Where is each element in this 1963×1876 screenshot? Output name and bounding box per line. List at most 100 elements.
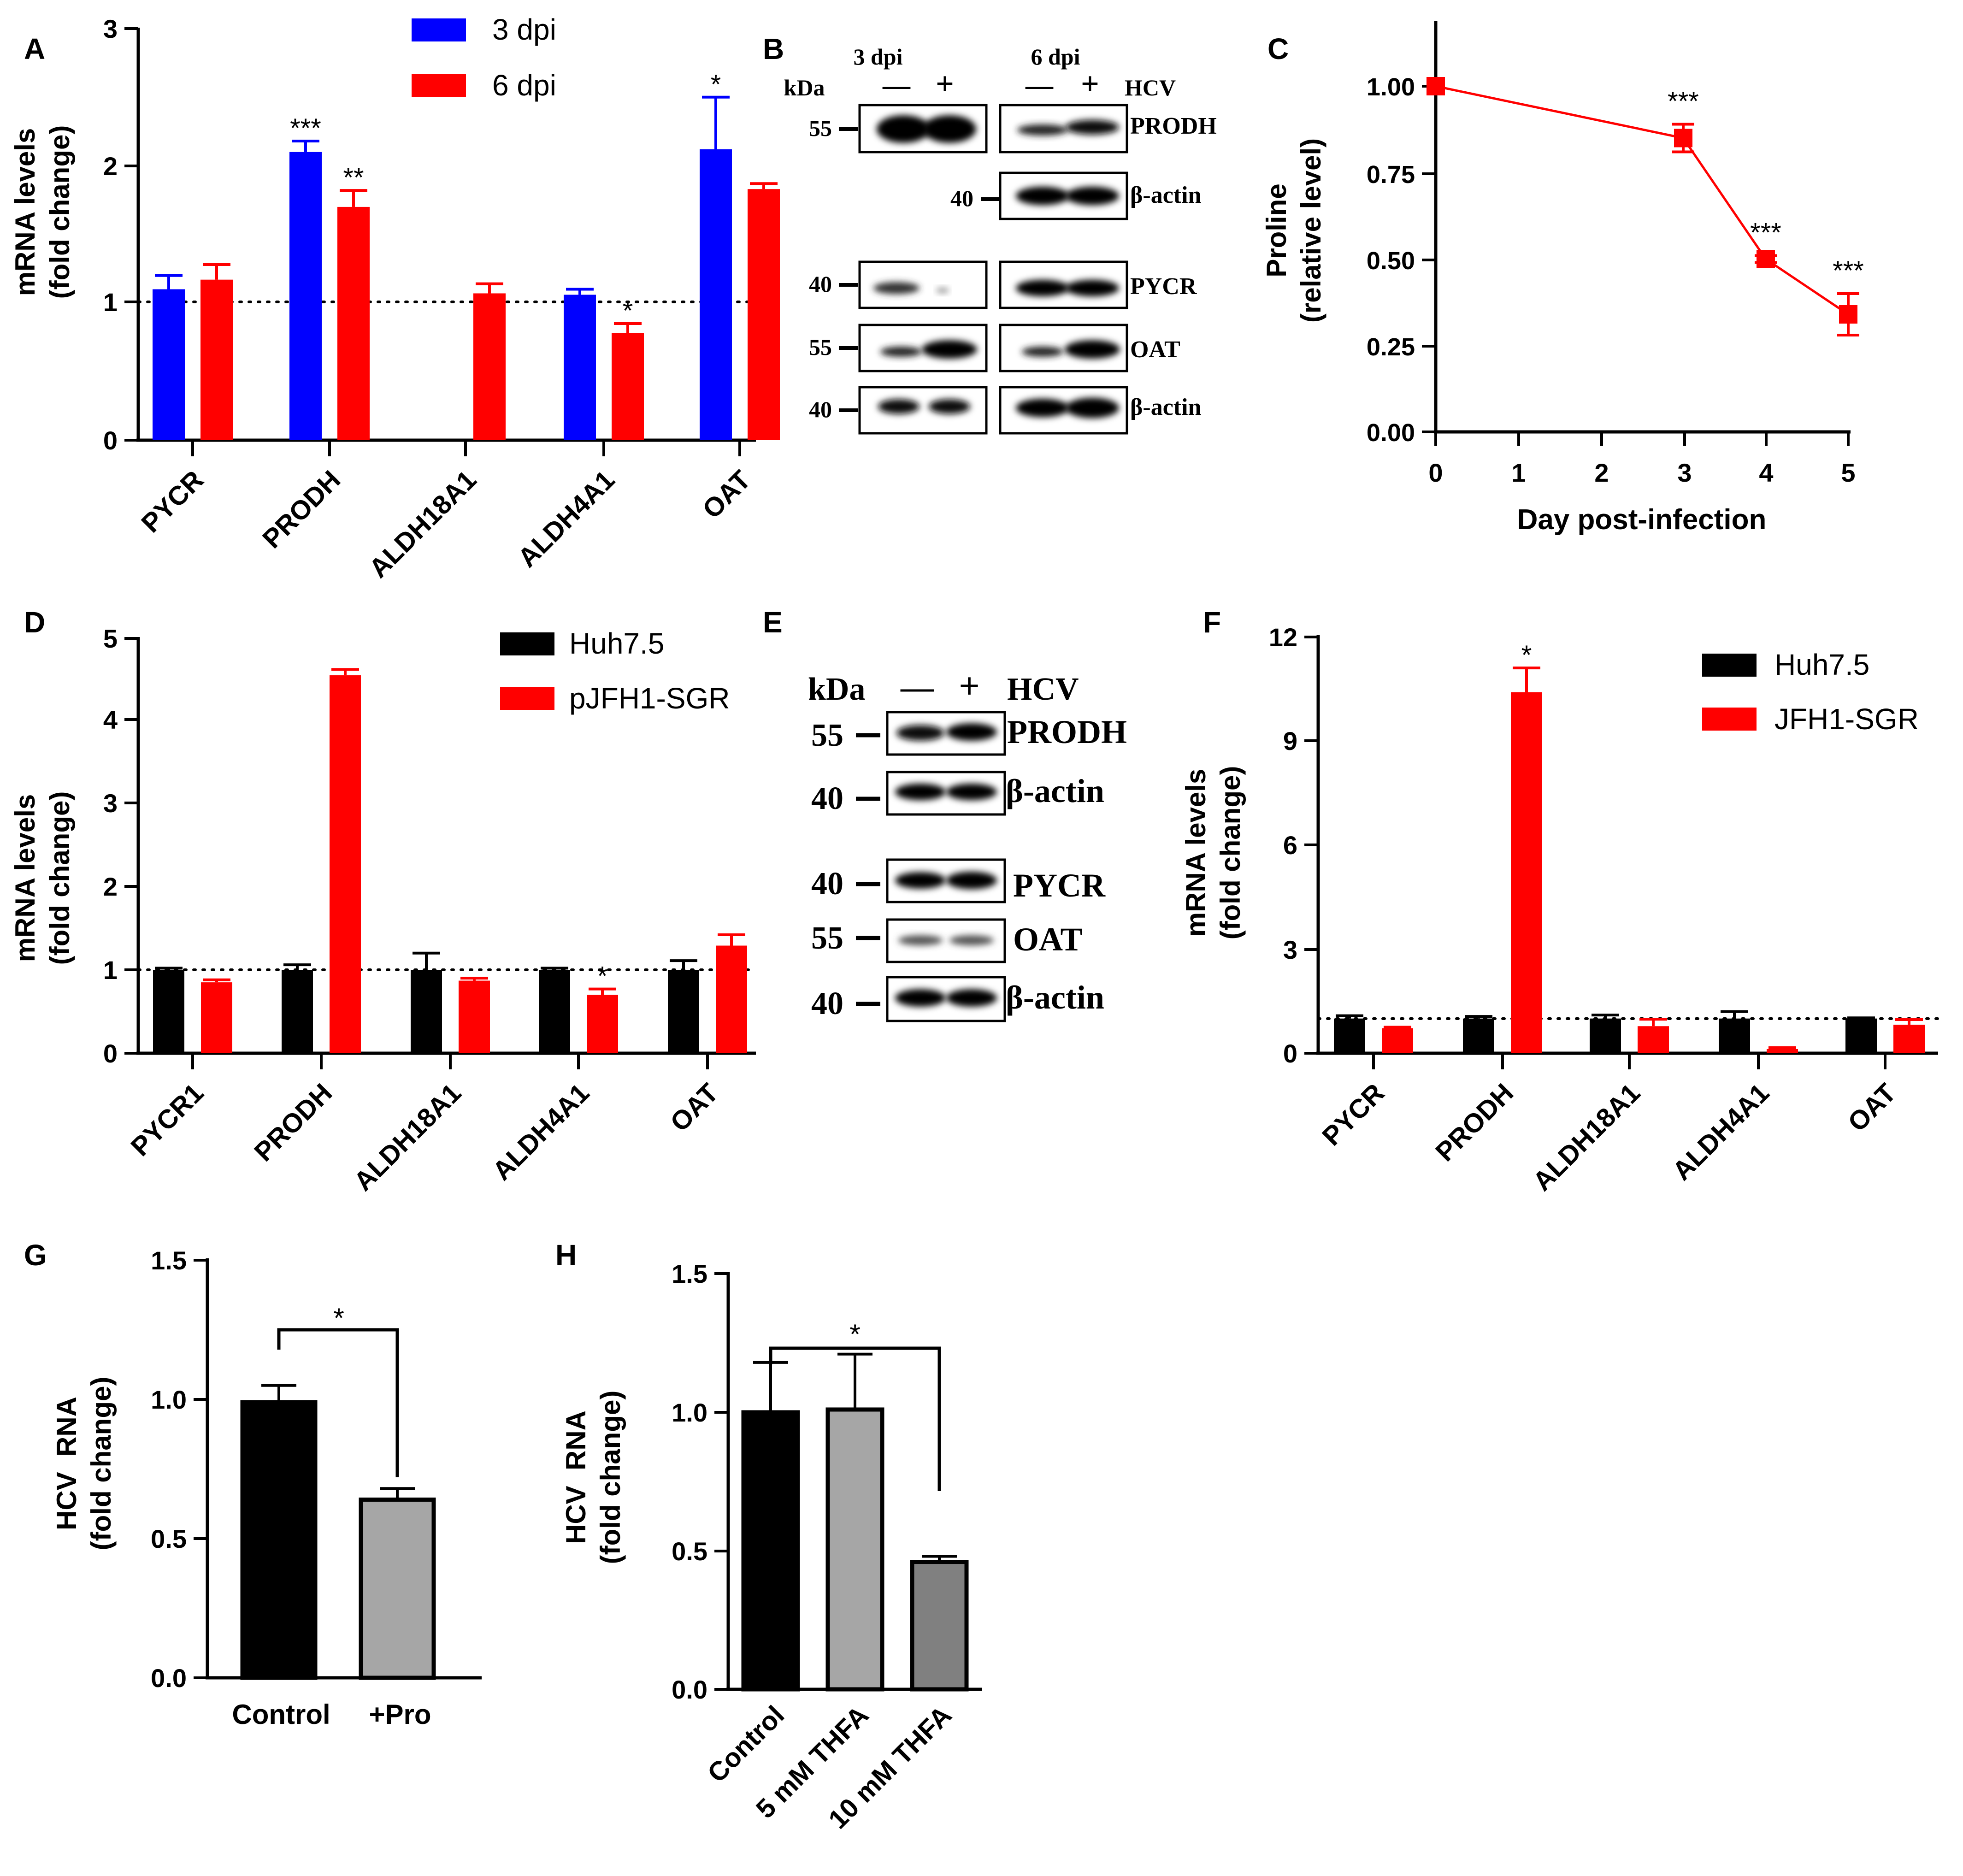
panel-letters: A B C D E F G H <box>24 32 1289 1272</box>
panel-b-marker: 55 <box>809 115 832 141</box>
panel-h-ylabel: HCV RNA (fold change) <box>560 1391 626 1564</box>
bar <box>1719 1018 1750 1053</box>
blot-band <box>949 935 994 945</box>
panel-e-band-label: β-actin <box>1006 773 1104 809</box>
significance-label: *** <box>1750 218 1781 248</box>
panel-f-legend-swatch-jfh1 <box>1702 708 1757 731</box>
panel-e-plus: + <box>959 666 980 707</box>
bar <box>153 289 185 440</box>
panel-f-ytick-label: 0 <box>1283 1039 1297 1068</box>
panel-a-ylabel-line1: mRNA levels <box>10 128 41 296</box>
panel-h-ytick-label: 0.5 <box>672 1537 707 1566</box>
panel-b-marker: 40 <box>809 396 832 422</box>
panel-h-xtick-label: Control <box>701 1700 790 1788</box>
panel-d-legend: Huh7.5 pJFH1-SGR <box>500 627 730 715</box>
panel-h-chart: HCV RNA (fold change) 0.0 0.5 1.0 1.5 Co… <box>560 1259 982 1835</box>
panel-a-xtick-label: OAT <box>697 465 756 524</box>
panel-e-marker: 40 <box>811 781 843 816</box>
panel-f-ytick-label: 3 <box>1283 935 1297 964</box>
panel-d-xticks <box>191 1053 709 1069</box>
panel-b-band-label: β-actin <box>1130 394 1202 420</box>
panel-b-marker: 40 <box>809 271 832 297</box>
panel-f-ytick-label: 9 <box>1283 726 1297 755</box>
panel-a-ytick-label: 2 <box>103 152 118 181</box>
panel-e-marker: 40 <box>811 986 843 1021</box>
panel-f-ytick-label: 6 <box>1283 831 1297 860</box>
panel-f-ylabel-line1: mRNA levels <box>1180 769 1211 937</box>
blot-band <box>1065 340 1120 359</box>
significance-label: *** <box>1833 256 1864 286</box>
panel-a-ytick-label: 1 <box>103 288 118 317</box>
panel-g-ytick-label: 0.5 <box>151 1524 187 1553</box>
bar <box>612 333 644 440</box>
panel-b-plus-6dpi: + <box>1081 66 1099 102</box>
panel-b-band-label: PYCR <box>1130 273 1197 300</box>
panel-d-legend-label-huh75: Huh7.5 <box>569 627 664 660</box>
panel-a-legend: 3 dpi 6 dpi <box>412 13 556 102</box>
panel-c-xtick-label: 5 <box>1841 458 1855 487</box>
blot-band <box>877 115 930 143</box>
panel-c-ylabel-line2: (relative level) <box>1296 138 1326 323</box>
panel-g-ytick-label: 1.5 <box>151 1246 187 1275</box>
panel-f-xtick-label: OAT <box>1842 1078 1902 1137</box>
panel-g-yticks: 0.0 0.5 1.0 1.5 <box>151 1246 207 1693</box>
panel-b-header: 3 dpi 6 dpi kDa — + — + HCV <box>784 44 1176 102</box>
bar <box>716 945 747 1053</box>
panel-f-legend-label-huh75: Huh7.5 <box>1774 648 1869 681</box>
panel-f-ylabel-line2: (fold change) <box>1215 766 1246 940</box>
panel-g-ylabel: HCV RNA (fold change) <box>51 1377 117 1551</box>
panel-h-ylabel-line2: (fold change) <box>595 1391 626 1564</box>
significance-label: * <box>1521 640 1532 670</box>
panel-letter-g: G <box>24 1239 47 1272</box>
panel-b-blot: 3 dpi 6 dpi kDa — + — + HCV 55 PRODH 40 … <box>784 44 1217 435</box>
bar <box>910 1560 969 1692</box>
blot-band <box>946 723 997 741</box>
panel-c-xtick-label: 1 <box>1511 458 1526 487</box>
panel-c-line: *** *** *** <box>1427 77 1864 336</box>
blot-band <box>1066 398 1119 418</box>
panel-g-significance-bracket <box>277 1328 399 1477</box>
panel-g-ytick-label: 1.0 <box>151 1385 187 1414</box>
series-line <box>1435 85 1849 316</box>
panel-letter-b: B <box>763 32 784 65</box>
significance-label: * <box>623 296 633 326</box>
panel-h-xlabels: Control 5 mM THFA 10 mM THFA <box>701 1700 957 1835</box>
panel-a-yticks: 0 1 2 3 <box>103 14 138 455</box>
panel-b-group-3dpi: 3 dpi <box>853 44 902 70</box>
panel-b-kda: kDa <box>784 75 825 100</box>
significance-label: * <box>711 70 721 100</box>
panel-d-legend-label-pjfh1: pJFH1-SGR <box>569 682 730 715</box>
bar <box>741 1410 800 1692</box>
blot-band <box>878 399 920 414</box>
blot-band <box>873 282 920 294</box>
panel-h-ytick-label: 1.0 <box>672 1398 707 1427</box>
blot-band <box>895 872 946 889</box>
significance-label: * <box>597 962 608 991</box>
significance-label: ** <box>343 163 364 193</box>
panel-letter-e: E <box>763 606 783 639</box>
blot-band <box>946 784 997 800</box>
blot-band <box>1066 280 1119 296</box>
panel-a-legend-swatch-6dpi <box>412 74 466 97</box>
panel-e-band-label: PRODH <box>1007 714 1127 750</box>
bar <box>1638 1026 1669 1053</box>
bar <box>668 970 699 1053</box>
panel-d-ytick-label: 0 <box>103 1039 118 1068</box>
panel-a-xtick-label: ALDH18A1 <box>363 465 482 584</box>
blot-band <box>946 989 997 1007</box>
bar <box>825 1407 884 1692</box>
panel-e-minus: — <box>900 669 934 706</box>
panel-a-xtick-label: PRODH <box>257 465 346 554</box>
panel-f-xtick-label: ALDH4A1 <box>1667 1078 1775 1186</box>
panel-a-ytick-label: 3 <box>103 14 118 43</box>
panel-g-significance-star: * <box>333 1303 344 1333</box>
blot-band <box>946 872 997 889</box>
bar <box>1511 692 1542 1053</box>
blot-band <box>922 340 977 359</box>
data-point <box>1427 77 1445 95</box>
blot-band <box>936 288 949 293</box>
panel-f-bars: * <box>1334 640 1925 1053</box>
panel-f-xlabels: PYCR PRODH ALDH18A1 ALDH4A1 OAT <box>1316 1078 1902 1197</box>
panel-a-ylabel: mRNA levels (fold change) <box>10 125 75 299</box>
panel-h-ytick-label: 0.0 <box>672 1675 707 1704</box>
